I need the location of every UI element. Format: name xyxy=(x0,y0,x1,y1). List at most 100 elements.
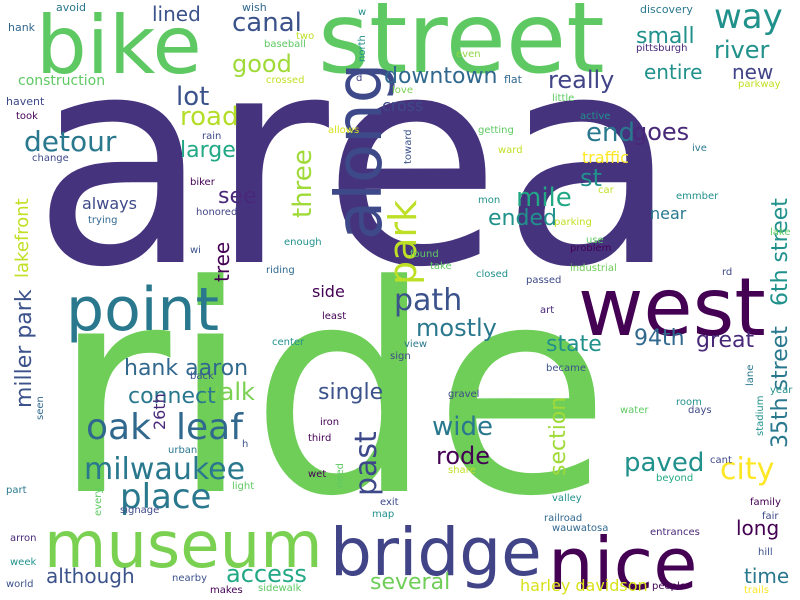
cloud-word: hank xyxy=(8,21,36,34)
cloud-word: urban xyxy=(168,445,198,456)
cloud-word: construction xyxy=(18,73,106,89)
cloud-word: entire xyxy=(644,60,703,84)
cloud-word: downtown xyxy=(384,64,498,89)
cloud-word: traffic xyxy=(582,148,629,167)
cloud-word: havent xyxy=(6,95,45,108)
cloud-word: h xyxy=(242,439,249,450)
cloud-word: even xyxy=(456,49,481,60)
cloud-word: trails xyxy=(744,585,769,596)
cloud-word: exit xyxy=(380,497,399,508)
cloud-word: city xyxy=(720,452,775,487)
cloud-word: wet xyxy=(308,469,327,480)
cloud-word: bridge xyxy=(330,514,542,591)
cloud-word: map xyxy=(372,509,395,520)
cloud-word: miller park xyxy=(12,289,37,408)
cloud-word: near xyxy=(650,204,687,223)
cloud-word: 26th xyxy=(150,393,169,430)
cloud-word: detour xyxy=(24,125,117,158)
cloud-word: walk xyxy=(200,378,255,406)
cloud-word: honored xyxy=(196,207,238,218)
cloud-word: car xyxy=(598,185,614,196)
cloud-word: single xyxy=(318,380,384,405)
cloud-word: new xyxy=(732,60,774,84)
cloud-word: every xyxy=(93,487,104,516)
cloud-word: found xyxy=(410,249,439,260)
cloud-word: side xyxy=(312,282,345,301)
cloud-word: fair xyxy=(762,511,779,522)
cloud-word: became xyxy=(546,363,587,374)
cloud-word: museum xyxy=(44,509,323,583)
cloud-word: railroad xyxy=(544,513,583,524)
cloud-word: beyond xyxy=(656,473,694,484)
cloud-word: industrial xyxy=(570,263,617,274)
cloud-word: passed xyxy=(526,275,562,286)
cloud-word: allows xyxy=(328,125,360,136)
cloud-word: change xyxy=(32,153,69,164)
cloud-word: emmber xyxy=(676,191,719,202)
cloud-word: center xyxy=(272,337,305,348)
cloud-word: two xyxy=(296,31,315,42)
cloud-word: way xyxy=(714,0,783,37)
cloud-word: seen xyxy=(35,396,46,420)
cloud-word: gravel xyxy=(448,389,480,400)
cloud-word: parking xyxy=(554,217,592,228)
cloud-word: year xyxy=(770,385,793,396)
cloud-word: love xyxy=(392,85,413,96)
cloud-word: wish xyxy=(242,1,267,14)
cloud-word: past xyxy=(349,431,384,496)
cloud-word: take xyxy=(430,261,452,272)
cloud-word: wauwatosa xyxy=(552,523,609,534)
cloud-word: week xyxy=(10,557,37,568)
cloud-word: stadium xyxy=(755,395,766,436)
cloud-word: nice xyxy=(548,522,698,600)
cloud-word: time xyxy=(744,564,790,588)
cloud-word: signage xyxy=(120,505,160,516)
cloud-word: d xyxy=(356,73,363,84)
cloud-word: lane xyxy=(745,364,756,386)
cloud-word: see xyxy=(218,184,257,209)
cloud-word: sidewalk xyxy=(258,583,302,594)
cloud-word: lake xyxy=(770,227,791,238)
cloud-word: lot xyxy=(176,82,210,112)
cloud-word: hank aaron xyxy=(124,356,249,381)
cloud-word: street xyxy=(318,0,605,96)
cloud-word: avoid xyxy=(56,1,87,14)
cloud-word: getting xyxy=(478,125,514,136)
cloud-word: cross xyxy=(382,96,424,115)
cloud-word: world xyxy=(6,579,34,590)
cloud-word: back xyxy=(190,371,214,382)
cloud-word: long xyxy=(736,516,780,540)
cloud-word: family xyxy=(750,497,781,508)
cloud-word: place xyxy=(120,477,212,517)
cloud-word: goes xyxy=(632,118,690,146)
cloud-word: rode xyxy=(436,442,491,470)
cloud-word: third xyxy=(308,433,332,444)
cloud-word: north xyxy=(357,35,368,62)
cloud-word: makes xyxy=(210,585,243,596)
cloud-word: west xyxy=(578,261,766,354)
cloud-word: always xyxy=(82,194,137,213)
cloud-word: small xyxy=(636,24,695,49)
cloud-word: large xyxy=(180,138,236,163)
cloud-word: section xyxy=(546,396,571,476)
cloud-word: valley xyxy=(552,493,582,504)
cloud-word: st xyxy=(580,164,602,192)
cloud-word: ward xyxy=(498,145,523,156)
cloud-word: view xyxy=(404,339,428,350)
cloud-word: hill xyxy=(758,547,773,558)
cloud-word: point xyxy=(66,275,220,345)
cloud-word: state xyxy=(546,332,602,357)
cloud-word: ride xyxy=(52,224,611,559)
cloud-word: entrances xyxy=(650,527,700,538)
cloud-word: wide xyxy=(432,412,493,442)
cloud-word: share xyxy=(448,465,476,476)
cloud-word: parkway xyxy=(738,79,781,90)
cloud-word: riding xyxy=(266,265,295,276)
cloud-word: although xyxy=(46,564,135,588)
cloud-word: rd xyxy=(722,267,733,278)
cloud-word: path xyxy=(394,283,463,318)
cloud-word: lined xyxy=(152,2,201,26)
cloud-word: road xyxy=(180,102,239,132)
cloud-word: water xyxy=(620,405,649,416)
cloud-word: area xyxy=(32,0,679,331)
